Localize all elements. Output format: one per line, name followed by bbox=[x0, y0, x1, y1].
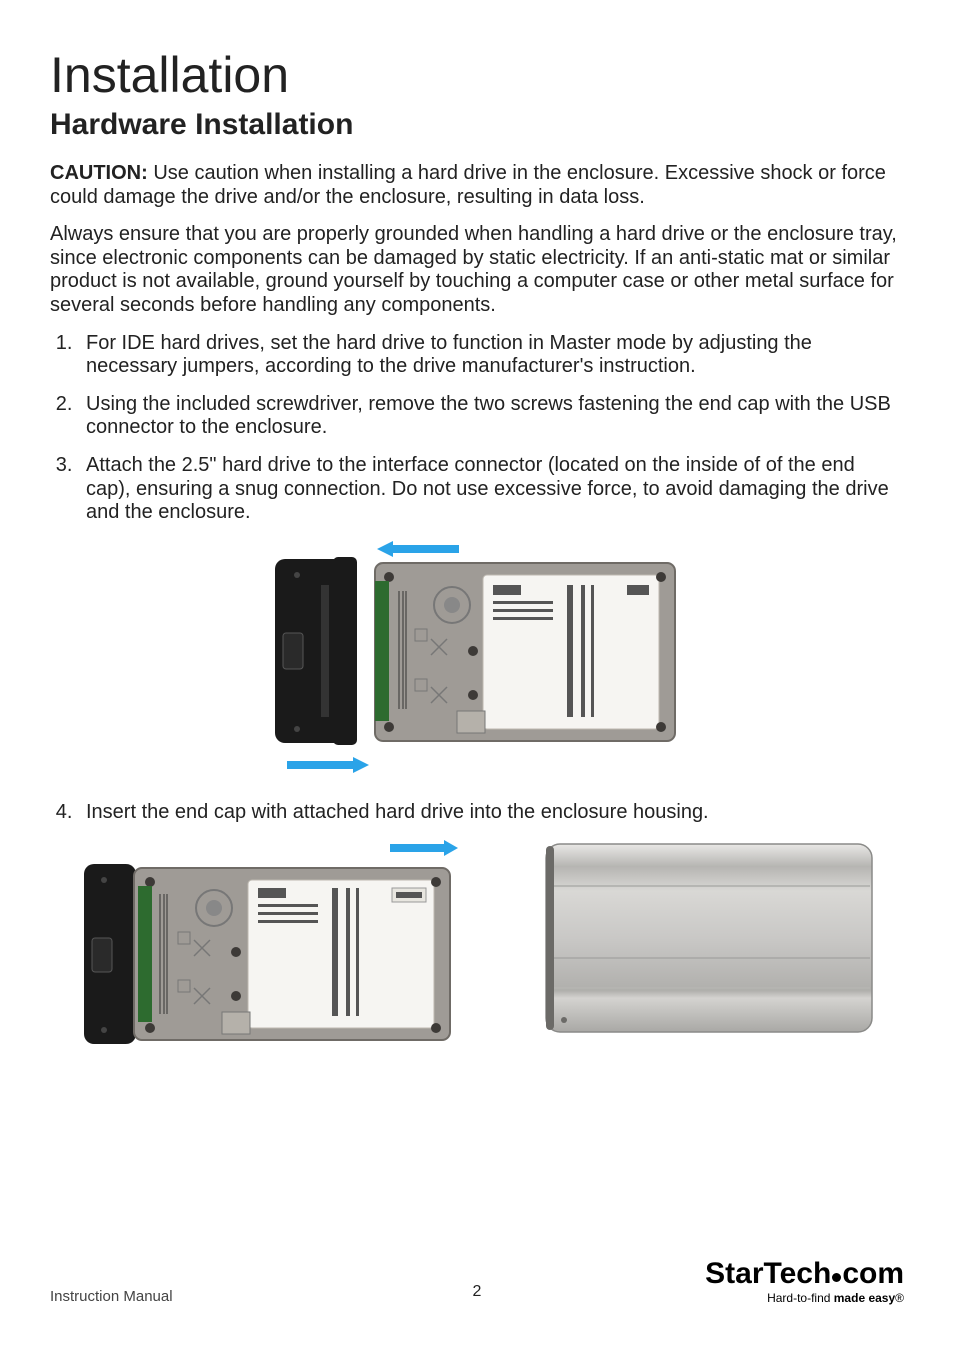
step-4: Insert the end cap with attached hard dr… bbox=[78, 801, 904, 825]
step-3: Attach the 2.5" hard drive to the interf… bbox=[78, 454, 904, 525]
logo-wordmark: StarTech com bbox=[705, 1259, 904, 1289]
steps-list: For IDE hard drives, set the hard drive … bbox=[50, 332, 904, 525]
figure-step4-row bbox=[50, 838, 904, 1060]
heading-hardware-installation: Hardware Installation bbox=[50, 108, 904, 142]
logo-tag-prefix: Hard-to-find bbox=[767, 1291, 834, 1305]
logo-tagline: Hard-to-find made easy® bbox=[705, 1291, 904, 1305]
logo-text-suffix: com bbox=[842, 1257, 904, 1290]
page: Installation Hardware Installation CAUTI… bbox=[0, 0, 954, 1345]
steps-list-cont: Insert the end cap with attached hard dr… bbox=[50, 801, 904, 825]
step-1: For IDE hard drives, set the hard drive … bbox=[78, 332, 904, 379]
step-2: Using the included screwdriver, remove t… bbox=[78, 393, 904, 440]
figure-enclosure-housing bbox=[544, 838, 874, 1038]
heading-installation: Installation bbox=[50, 50, 904, 100]
figure-hdd-endcap-attached bbox=[80, 838, 470, 1060]
logo-dot-icon bbox=[832, 1273, 841, 1282]
startech-logo: StarTech com Hard-to-find made easy® bbox=[705, 1259, 904, 1305]
footer-manual-label: Instruction Manual bbox=[50, 1288, 173, 1305]
logo-tag-bold: made easy bbox=[834, 1291, 895, 1305]
figure-step3 bbox=[50, 539, 904, 783]
logo-text-main: StarTech bbox=[705, 1257, 831, 1290]
logo-tag-suffix: ® bbox=[895, 1291, 904, 1305]
grounding-paragraph: Always ensure that you are properly grou… bbox=[50, 223, 904, 317]
figure-hdd-endcap-detached bbox=[257, 539, 697, 783]
caution-label: CAUTION: bbox=[50, 162, 148, 184]
caution-text: Use caution when installing a hard drive… bbox=[50, 162, 886, 208]
page-number: 2 bbox=[473, 1283, 482, 1301]
caution-paragraph: CAUTION: Use caution when installing a h… bbox=[50, 162, 904, 209]
